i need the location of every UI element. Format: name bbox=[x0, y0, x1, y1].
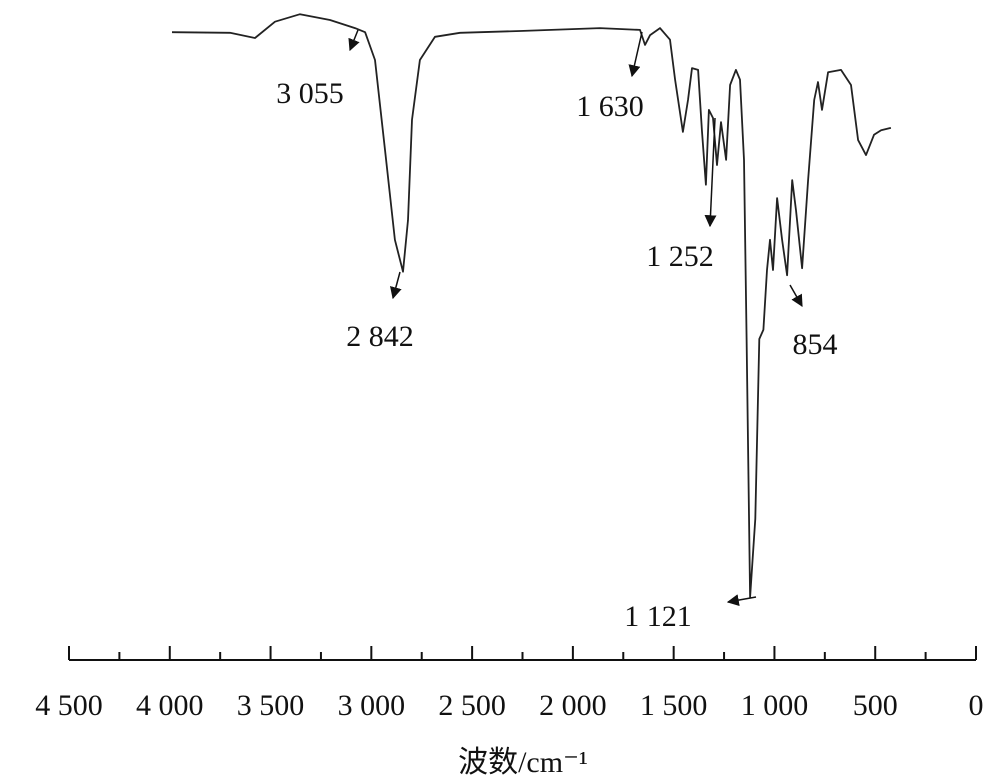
annotation-arrow bbox=[628, 31, 643, 78]
x-tick-label: 1 000 bbox=[741, 689, 809, 722]
annotation-arrow bbox=[390, 271, 402, 300]
annotation-label: 854 bbox=[793, 328, 838, 361]
x-tick-label: 2 000 bbox=[539, 689, 607, 722]
annotation-label: 1 252 bbox=[646, 240, 714, 273]
annotation-arrow bbox=[789, 284, 803, 308]
x-tick-label: 500 bbox=[853, 689, 898, 722]
x-tick-label: 3 500 bbox=[237, 689, 305, 722]
x-tick-label: 3 000 bbox=[338, 689, 406, 722]
annotation-label: 2 842 bbox=[346, 320, 414, 353]
x-tick-label: 2 500 bbox=[438, 689, 506, 722]
x-tick-label: 4 000 bbox=[136, 689, 204, 722]
x-tick-label: 0 bbox=[969, 689, 984, 722]
annotation-label: 1 121 bbox=[624, 600, 692, 633]
annotation-label: 3 055 bbox=[276, 77, 344, 110]
x-axis-label: 波数/cm⁻¹ bbox=[458, 746, 588, 779]
spectrum-line bbox=[171, 13, 892, 598]
annotation-arrow bbox=[704, 117, 717, 228]
annotation-label: 1 630 bbox=[576, 90, 644, 123]
annotation-arrow bbox=[726, 594, 757, 607]
annotation-arrow bbox=[348, 29, 360, 52]
x-tick-label: 4 500 bbox=[35, 689, 103, 722]
x-tick-label: 1 500 bbox=[640, 689, 708, 722]
